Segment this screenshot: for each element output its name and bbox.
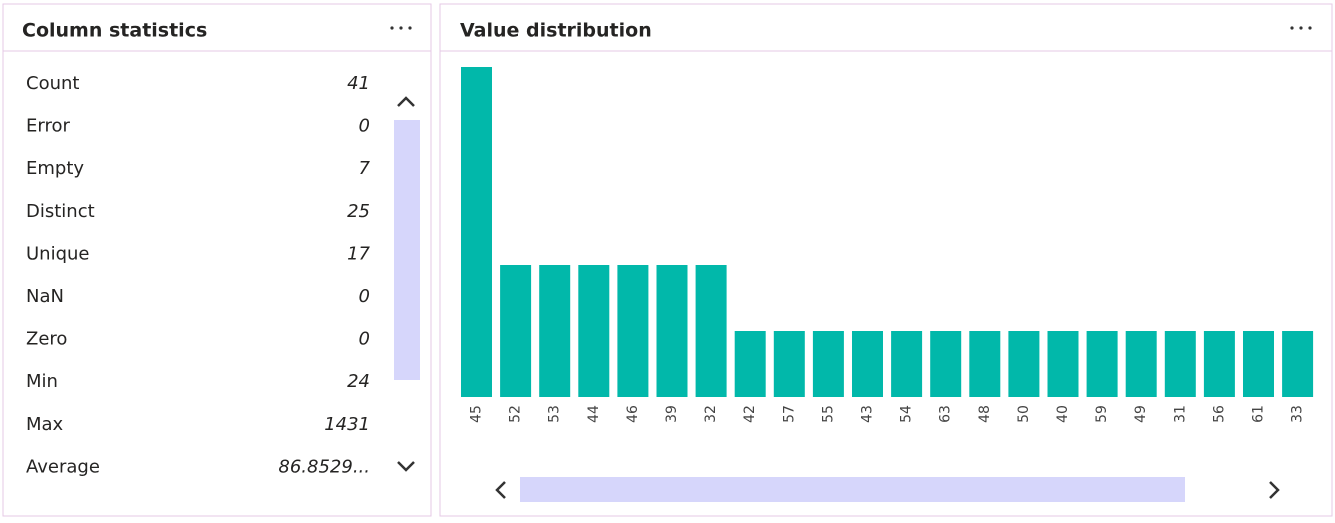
bar	[773, 331, 805, 397]
bar	[969, 331, 1001, 397]
x-tick-label: 40	[1055, 405, 1071, 423]
x-tick-label: 32	[703, 405, 719, 423]
bar	[695, 265, 727, 397]
bar	[1282, 331, 1314, 397]
x-tick-label: 61	[1251, 405, 1267, 423]
stat-value: 7	[359, 158, 371, 179]
bar	[1164, 331, 1196, 397]
stat-value: 0	[359, 329, 370, 350]
x-tick-label: 55	[820, 405, 836, 423]
x-tick-label: 44	[586, 405, 602, 423]
bars: 45 52 53 44 46 39 32 42 57 55 43 54 63 48 50 40 59 49 31 56…	[461, 67, 1314, 423]
stat-label: Empty	[26, 158, 84, 179]
x-tick-label: 63	[938, 405, 954, 423]
stats-title: Column statistics	[22, 20, 207, 42]
stat-label: NaN	[26, 286, 64, 307]
x-tick-label: 46	[625, 405, 641, 423]
x-tick-label: 42	[742, 405, 758, 423]
scroll-up[interactable]	[397, 96, 415, 107]
chart-panel	[439, 3, 1333, 517]
bar	[930, 331, 962, 397]
stat-label: Zero	[26, 329, 67, 350]
stat-label: Count	[26, 73, 79, 94]
scroll-down[interactable]	[397, 461, 415, 472]
x-tick-label: 31	[1172, 405, 1188, 423]
h-scroll-thumb[interactable]	[520, 477, 1185, 502]
bar	[578, 265, 610, 397]
x-tick-label: 56	[1211, 405, 1227, 423]
bar	[500, 265, 532, 397]
x-tick-label: 57	[781, 405, 797, 423]
x-tick-label: 53	[547, 405, 563, 423]
scroll-right[interactable]	[1269, 481, 1280, 499]
bar	[461, 67, 492, 397]
x-tick-label: 50	[1016, 405, 1032, 423]
stat-label: Average	[26, 456, 100, 477]
chart-menu[interactable]	[1290, 26, 1312, 30]
stat-value: 1431	[324, 414, 370, 435]
stat-label: Min	[26, 371, 58, 392]
stat-value: 25	[347, 201, 370, 222]
x-tick-label: 59	[1094, 405, 1110, 423]
stat-value: 17	[347, 243, 370, 264]
scroll-left[interactable]	[495, 481, 506, 499]
stat-value: 0	[359, 116, 370, 137]
bar	[1203, 331, 1235, 397]
x-tick-label: 39	[664, 405, 680, 423]
x-tick-label: 45	[469, 405, 485, 423]
bar	[1086, 331, 1118, 397]
bar	[1008, 331, 1040, 397]
bar	[1047, 331, 1079, 397]
bar	[539, 265, 571, 397]
stat-label: Max	[26, 414, 64, 435]
x-tick-label: 48	[977, 405, 993, 423]
x-tick-label: 54	[899, 405, 915, 423]
stat-value: 24	[347, 371, 370, 392]
stat-value: 86.8529...	[278, 456, 370, 477]
stat-value: 0	[359, 286, 370, 307]
x-tick-label: 49	[1133, 405, 1149, 423]
x-tick-label: 52	[508, 405, 524, 423]
stats-menu[interactable]	[390, 26, 412, 30]
x-tick-label: 43	[860, 405, 876, 423]
stat-value: 41	[347, 73, 370, 94]
v-scroll-thumb[interactable]	[394, 120, 420, 380]
bar	[1243, 331, 1274, 397]
bar	[656, 265, 688, 397]
bar	[1125, 331, 1157, 397]
stat-label: Distinct	[26, 201, 95, 222]
chart-title: Value distribution	[460, 20, 652, 42]
bar	[734, 331, 766, 397]
bar	[891, 331, 923, 397]
stats-panel	[2, 3, 432, 517]
bar	[812, 331, 844, 397]
stats-rows: Count 41 Error 0 Empty 7 Distinct 25 Unique 17 NaN…	[26, 73, 371, 477]
stat-label: Unique	[26, 243, 90, 264]
stat-label: Error	[26, 116, 70, 137]
bar	[617, 265, 649, 397]
bar	[852, 331, 883, 397]
x-tick-label: 33	[1290, 405, 1306, 423]
